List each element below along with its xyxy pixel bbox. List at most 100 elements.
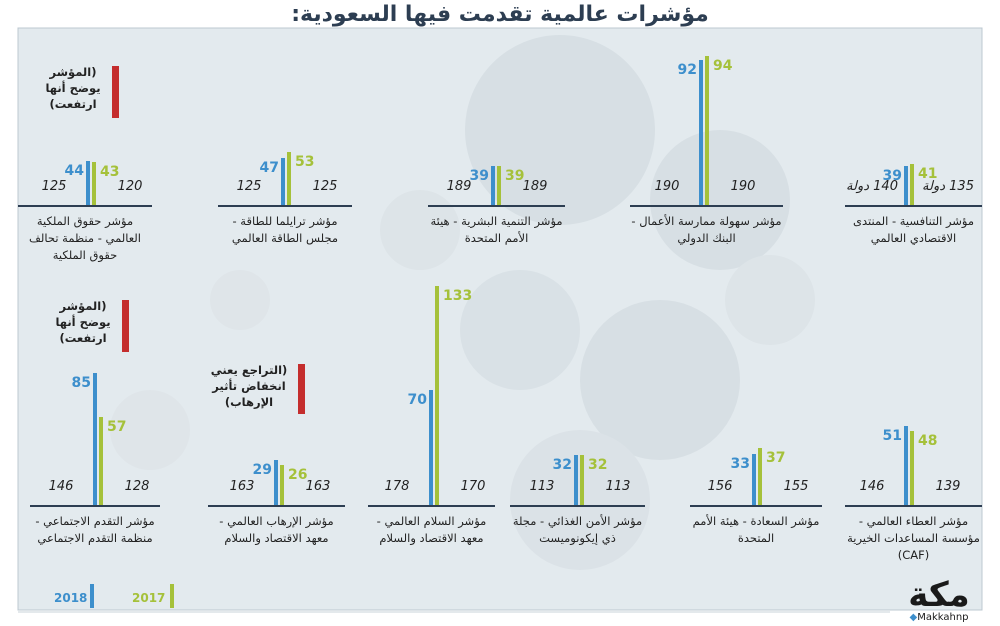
- bar-2017: [910, 430, 914, 505]
- note-rise-bar: [112, 66, 119, 118]
- bar-2017: [287, 152, 291, 205]
- indicator-name: مؤشر السلام العالمي - معهد الاقتصاد والس…: [376, 514, 487, 545]
- bar-2018: [281, 158, 285, 205]
- note-rise2-bar: [122, 300, 129, 352]
- value-2017: 57: [107, 418, 127, 435]
- value-2017: 37: [766, 449, 786, 466]
- value-2018: 39: [882, 168, 902, 184]
- indicator-name: مؤشر العطاء العالمي - مؤسسة المساعدات ال…: [847, 514, 980, 562]
- total-count-2017: 139: [935, 479, 961, 494]
- total-count-2018: 190: [654, 179, 680, 194]
- total-count-2018: 125: [41, 179, 67, 194]
- legend-2017-swatch: [170, 584, 174, 608]
- value-2018: 70: [407, 391, 427, 408]
- value-2017: 94: [713, 58, 733, 75]
- value-2017: 133: [443, 287, 473, 304]
- panel-baseline: [845, 205, 982, 207]
- page-title: مؤشرات عالمية تقدمت فيها السعودية:: [291, 2, 709, 27]
- total-count-2018: 189: [446, 179, 472, 194]
- value-2018: 47: [259, 160, 279, 176]
- total-count-2018: 178: [384, 479, 410, 494]
- bar-2018: [429, 389, 433, 505]
- bar-2018: [904, 425, 908, 505]
- total-count-2018: 140 دولة: [846, 179, 898, 194]
- total-count-2018: 163: [229, 479, 255, 494]
- value-2017: 39: [505, 168, 525, 184]
- value-2018: 92: [677, 61, 697, 78]
- logo-mark: مكة: [908, 575, 970, 615]
- total-count-2018: 113: [529, 479, 555, 494]
- bar-2018: [699, 59, 703, 205]
- value-2017: 53: [295, 154, 315, 170]
- panel-baseline: [18, 205, 152, 207]
- bar-2018: [274, 460, 278, 505]
- indicator-name: مؤشر التقدم الاجتماعي - منظمة التقدم الا…: [35, 514, 155, 545]
- bar-2018: [491, 166, 495, 205]
- bar-2018: [86, 161, 90, 205]
- bar-2018: [93, 373, 97, 505]
- total-count-2018: 156: [707, 479, 733, 494]
- note-terror-text: (التراجع يعني انخفاض تأثير الإرهاب): [210, 363, 288, 409]
- indicator-name: مؤشر حقوق الملكية العالمي - منظمة تحالف …: [28, 214, 142, 262]
- total-count-2018: 146: [48, 479, 74, 494]
- total-count-2017: 113: [605, 479, 631, 494]
- value-2017: 41: [918, 166, 938, 182]
- total-count-2017: 163: [305, 479, 331, 494]
- indicator-name: مؤشر ترايلما للطاقة - مجلس الطاقة العالم…: [231, 214, 339, 245]
- bar-2017: [910, 164, 914, 205]
- total-count-2017: 189: [522, 179, 548, 194]
- panel-baseline: [218, 205, 352, 207]
- total-count-2017: 155: [783, 479, 809, 494]
- total-count-2017: 125: [312, 179, 338, 194]
- indicator-name: مؤشر الإرهاب العالمي - معهد الاقتصاد وال…: [219, 514, 334, 545]
- panel-baseline: [30, 505, 160, 507]
- total-count-2017: 128: [124, 479, 150, 494]
- panel-baseline: [845, 505, 982, 507]
- indicator-name: مؤشر السعادة - هيئة الأمم المتحدة: [692, 514, 820, 545]
- indicator-name: مؤشر التنافسية - المنتدى الاقتصادي العال…: [852, 214, 975, 245]
- legend-2017-label: 2017: [132, 591, 166, 605]
- value-2018: 32: [552, 457, 572, 474]
- total-count-2018: 146: [859, 479, 885, 494]
- note-rise-text: (المؤشر يوضح أنها ارتفعت): [45, 65, 101, 111]
- total-count-2017: 135 دولة: [922, 179, 974, 194]
- bar-2017: [92, 162, 96, 205]
- total-count-2017: 190: [730, 179, 756, 194]
- panel-baseline: [208, 505, 345, 507]
- indicator-name: مؤشر الأمن الغذائي - مجلة ذي إيكونوميست: [512, 514, 643, 545]
- bar-2017: [580, 455, 584, 505]
- bar-2018: [904, 166, 908, 205]
- bar-2018: [574, 455, 578, 505]
- value-2017: 48: [918, 432, 938, 449]
- total-count-2018: 125: [236, 179, 262, 194]
- panel-baseline: [510, 505, 645, 507]
- legend-2018-label: 2018: [54, 591, 88, 605]
- value-2018: 51: [882, 427, 902, 444]
- value-2017: 26: [288, 466, 308, 483]
- value-2018: 33: [730, 455, 750, 472]
- panel-baseline: [368, 505, 495, 507]
- panel-baseline: [690, 505, 822, 507]
- indicator-name: مؤشر سهولة ممارسة الأعمال - البنك الدولي: [631, 214, 782, 245]
- bar-2017: [497, 166, 501, 205]
- bar-2017: [99, 416, 103, 505]
- note-terror-bar: [298, 364, 305, 414]
- value-2018: 85: [71, 375, 91, 392]
- makkah-logo: مكة ◆Makkahnp: [893, 578, 985, 623]
- legend-2018-swatch: [90, 584, 94, 608]
- value-2017: 32: [588, 457, 608, 474]
- bar-2017: [705, 56, 709, 205]
- note-rise2-text: (المؤشر يوضح أنها ارتفعت): [55, 299, 111, 345]
- total-count-2017: 170: [460, 479, 486, 494]
- panel-baseline: [630, 205, 783, 207]
- indicator-name: مؤشر التنمية البشرية - هيئة الأمم المتحد…: [430, 214, 563, 245]
- total-count-2017: 120: [117, 179, 143, 194]
- value-2018: 39: [469, 168, 489, 184]
- logo-handle: ◆Makkahnp: [909, 612, 969, 623]
- panel-baseline: [428, 205, 565, 207]
- bar-2017: [280, 464, 284, 505]
- bar-2018: [752, 453, 756, 505]
- bar-2017: [435, 285, 439, 505]
- value-2018: 44: [64, 163, 84, 179]
- value-2017: 43: [100, 164, 120, 180]
